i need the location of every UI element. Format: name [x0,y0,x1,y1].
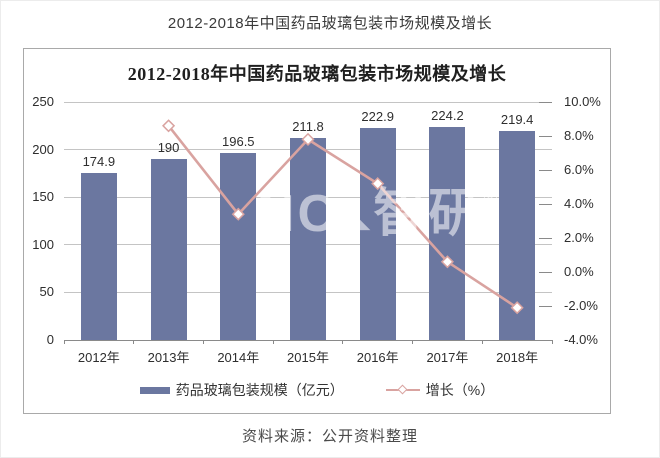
legend-line-diamond-marker [397,384,408,395]
line-marker [162,119,176,133]
left-axis-tick-label: 0 [46,332,54,347]
legend-line-swatch-icon [385,384,420,396]
x-axis-tick [551,340,553,344]
x-axis-label: 2014年 [217,350,260,365]
legend-item-bar-series: 药品玻璃包装规模（亿元） [139,380,344,400]
legend: 药品玻璃包装规模（亿元） 增长（%） [24,380,610,400]
right-axis-tick [539,271,552,273]
right-axis-tick [539,101,552,103]
gridline [64,101,552,103]
line-marker [371,177,385,191]
chart-container: 2012-2018年中国药品玻璃包装市场规模及增长 0 50 100 150 200 25… [23,48,611,414]
bar [80,173,117,340]
right-axis-tick [539,169,552,171]
page-title: 2012-2018年中国药品玻璃包装市场规模及增长 [167,15,493,32]
legend-bar-swatch-icon [139,386,170,394]
source-note: 资料来源：公开资料整理 [241,428,418,445]
bar [359,127,396,340]
x-axis-label: 2016年 [356,350,399,365]
bar-value-label: 211.8 [292,119,324,135]
left-axis-tick-label: 100 [32,236,54,252]
line-marker [510,301,524,315]
x-axis-label: 2015年 [287,350,329,365]
line-marker [440,255,454,269]
bar [220,152,257,340]
line-marker [301,132,315,146]
bar [429,126,466,340]
bar [150,159,187,340]
x-axis-tick [481,340,483,344]
bar-value-label: 224.2 [431,107,464,123]
x-axis-tick [412,340,414,344]
right-axis-tick [539,135,552,137]
right-axis-tick-label: 6.0% [564,162,594,177]
right-axis-tick-label: -4.0% [564,332,598,347]
left-axis-tick-label: 250 [32,94,54,109]
right-axis-tick-label: 4.0% [564,196,594,211]
chart-title: 2012-2018年中国药品玻璃包装市场规模及增长 [127,64,507,84]
bar-value-label: 174.9 [82,154,116,170]
bar-value-label: 190 [157,140,180,156]
x-axis-tick [63,340,65,344]
plot-area: 0 50 100 150 200 250 -4.0% -2.0% 0.0% 2.0% 4.0% 6.0… [32,94,601,365]
line-marker [231,207,245,221]
legend-item-line-series: 增长（%） [385,380,495,400]
growth-line [167,124,518,309]
x-axis-tick [272,340,274,344]
x-axis-label: 2018年 [496,350,539,365]
legend-bar-label: 药品玻璃包装规模（亿元） [175,382,344,398]
right-axis-tick [539,237,552,239]
bar [290,138,326,340]
bar-value-label: 219.4 [500,112,534,128]
right-axis-tick-label: 10.0% [564,94,601,109]
right-axis-tick-label: -2.0% [564,298,598,313]
x-axis-line [64,340,552,341]
left-axis-tick-label: 200 [32,141,54,157]
left-axis-tick-label: 50 [39,284,54,300]
x-axis-label: 2012年 [77,350,120,365]
right-axis-tick-label: 2.0% [564,230,594,245]
legend-line-label: 增长（%） [425,382,495,398]
growth-line-svg [162,119,524,315]
right-axis-tick [539,203,552,205]
x-axis-tick [342,340,344,344]
bar-value-label: 196.5 [222,133,255,149]
x-axis-tick [133,340,135,344]
right-axis-tick-label: 8.0% [564,128,594,143]
x-axis-tick [202,340,204,344]
x-axis-label: 2017年 [426,350,469,365]
left-axis-tick-label: 150 [32,189,54,205]
right-axis-tick-label: 0.0% [564,264,594,279]
right-axis-tick [539,305,552,307]
x-axis-label: 2013年 [147,350,190,365]
bar-value-label: 222.9 [361,108,394,124]
